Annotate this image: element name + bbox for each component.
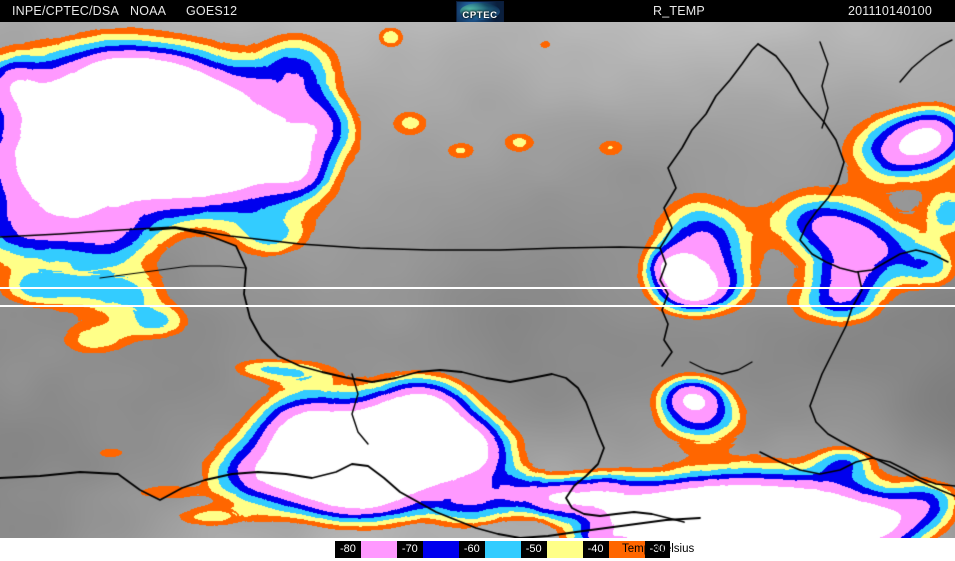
legend-swatch-orange [608,541,645,558]
satellite-image-area [0,22,955,538]
header-product: R_TEMP [653,4,705,18]
cptec-logo-icon: CPTEC [456,1,504,22]
legend-swatch-violet-pink [360,541,397,558]
header-bar: INPE/CPTEC/DSA NOAA GOES12 R_TEMP 201110… [0,0,955,22]
legend-tick-minus70: -70 [396,541,423,558]
header-timestamp: 201110140100 [848,4,932,18]
legend-swatch-blue [422,541,459,558]
globe-icon [460,3,500,20]
legend-tick-minus40: -40 [582,541,609,558]
legend-tick-minus60: -60 [458,541,485,558]
cptec-logo-label: CPTEC [462,10,498,21]
latitude-gridline-upper [0,287,955,289]
header-satellite: GOES12 [186,4,238,18]
legend-swatch-yellow [546,541,583,558]
legend-swatch-cyan [484,541,521,558]
legend-tick-minus80: -80 [335,541,361,558]
infrared-cloud-top-heatmap [0,22,955,538]
legend-tick-minus50: -50 [520,541,547,558]
legend-tick-minus30: -30 [644,541,671,558]
legend-bar: -80 -70 -60 -50 -40 -30 Temp. Celsius [0,538,955,561]
header-operator: NOAA [130,4,167,18]
latitude-gridline-lower [0,305,955,307]
temperature-color-scale: -80 -70 -60 -50 -40 -30 [335,541,671,558]
header-agency: INPE/CPTEC/DSA [12,4,119,18]
legend-units-label: Temp. Celsius [622,543,695,555]
